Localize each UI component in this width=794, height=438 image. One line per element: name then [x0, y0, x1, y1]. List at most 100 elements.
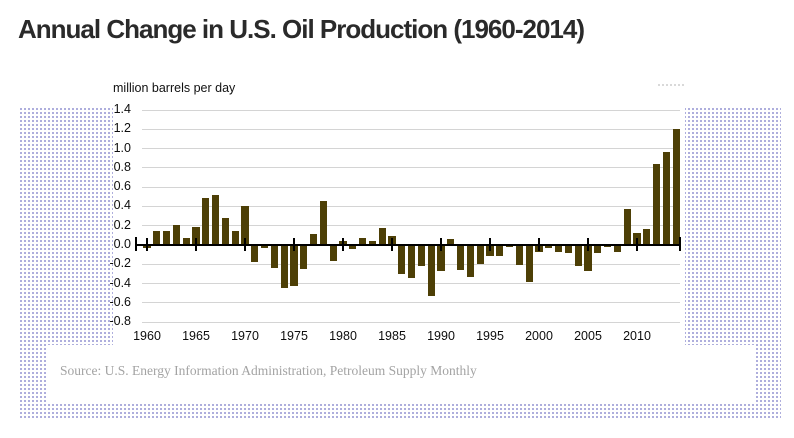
bar-1976 — [300, 246, 308, 270]
y-tick-label-1.4: 1.4 — [113, 102, 131, 116]
x-tick-label-2000: 2000 — [525, 329, 553, 343]
y-axis-title: million barrels per day — [113, 81, 236, 95]
bar-1977 — [309, 234, 318, 245]
x-tick-label-1980: 1980 — [329, 329, 357, 343]
x-tick-label-2005: 2005 — [574, 329, 602, 343]
y-tick-label-1.0: 1.0 — [113, 140, 131, 155]
source-text: Source: U.S. Energy Information Administ… — [60, 363, 477, 378]
bar-2007 — [603, 246, 612, 247]
x-tick-label-1970: 1970 — [231, 329, 259, 343]
bar-1984 — [378, 227, 386, 245]
bar-2013 — [662, 151, 671, 245]
bar-1981 — [349, 246, 357, 249]
x-tick-label-2010: 2010 — [623, 329, 651, 343]
x-tick-label-1965: 1965 — [182, 329, 210, 343]
bar-2001 — [545, 246, 553, 248]
bar-2008 — [613, 246, 622, 252]
bar-1998 — [515, 246, 524, 266]
x-tick-1965 — [195, 238, 197, 251]
bar-1970 — [241, 206, 249, 245]
x-tick-1980 — [342, 238, 344, 251]
x-tick-1985 — [391, 238, 393, 251]
bar-1961 — [153, 230, 161, 245]
bar-1991 — [447, 239, 455, 245]
bar-1997 — [505, 246, 514, 247]
bar-1986 — [398, 246, 406, 274]
x-tick-1990 — [440, 238, 442, 251]
bar-1968 — [221, 218, 230, 245]
bar-1973 — [270, 246, 279, 269]
x-axis-right-cap — [679, 237, 681, 251]
x-tick-label-1985: 1985 — [378, 329, 406, 343]
bar-1988 — [417, 246, 426, 267]
y-tick-label--0.8: -0.8 — [109, 314, 131, 329]
bar-1971 — [251, 246, 259, 263]
bar-1982 — [358, 238, 367, 245]
bar-2009 — [623, 209, 631, 245]
bar-1967 — [211, 194, 220, 245]
bar-1966 — [202, 197, 210, 245]
bar-1999 — [525, 246, 533, 282]
bar-1964 — [182, 238, 190, 245]
x-tick-1975 — [293, 238, 295, 251]
x-tick-1995 — [489, 238, 491, 251]
y-tick-label--0.6: -0.6 — [109, 294, 131, 309]
page-title: Annual Change in U.S. Oil Production (19… — [18, 14, 585, 44]
gridline--0.8 — [142, 321, 680, 323]
gridline-1.2 — [142, 128, 680, 130]
gridline-1.0 — [142, 148, 680, 150]
bar-1979 — [329, 246, 337, 262]
bar-1965 — [192, 226, 200, 245]
bar-1994 — [476, 246, 484, 265]
x-tick-2000 — [538, 238, 540, 251]
bar-2006 — [594, 246, 602, 253]
bar-2004 — [574, 246, 582, 267]
bar-2014 — [672, 129, 680, 245]
bar-2012 — [652, 164, 661, 245]
bar-1990 — [437, 246, 445, 272]
y-tick-label--0.4: -0.4 — [109, 275, 131, 290]
bar-2002 — [554, 246, 563, 252]
gridline--0.4 — [142, 283, 680, 285]
x-tick-label-1960: 1960 — [133, 329, 161, 343]
y-tick-label--0.2: -0.2 — [109, 256, 131, 271]
x-tick-2010 — [636, 238, 638, 251]
bar-1989 — [427, 246, 435, 297]
y-tick-label-0.0: 0.0 — [113, 237, 131, 251]
source-panel: Source: U.S. Energy Information Administ… — [46, 345, 755, 402]
y-tick-label-1.2: 1.2 — [113, 121, 131, 136]
bar-2011 — [643, 228, 651, 245]
x-axis-left-cap — [135, 237, 137, 251]
bar-1993 — [466, 246, 475, 277]
y-tick-label-0.8: 0.8 — [113, 159, 131, 174]
x-tick-1970 — [244, 238, 246, 251]
bar-1992 — [456, 246, 465, 271]
x-tick-label-1975: 1975 — [280, 329, 308, 343]
gridline-1.4 — [142, 109, 680, 111]
bar-1987 — [407, 246, 416, 278]
bar-2003 — [564, 246, 573, 253]
bar-1978 — [319, 200, 328, 245]
bar-1972 — [260, 246, 269, 248]
bar-1983 — [368, 241, 377, 245]
x-tick-label-1995: 1995 — [476, 329, 504, 343]
bar-1962 — [162, 230, 171, 245]
gridline-0.2 — [142, 225, 680, 227]
bar-1996 — [496, 246, 504, 256]
y-tick-label-0.2: 0.2 — [113, 217, 131, 232]
x-tick-2005 — [587, 238, 589, 251]
bar-1974 — [280, 246, 288, 288]
bar-1963 — [172, 224, 181, 245]
dashes-decoration-icon — [658, 84, 684, 86]
x-tick-label-1990: 1990 — [427, 329, 455, 343]
bar-1969 — [231, 230, 239, 245]
gridline-0.8 — [142, 167, 680, 169]
bar-1975 — [290, 246, 298, 286]
gridline-0.4 — [142, 205, 680, 207]
x-tick-1960 — [146, 238, 148, 251]
gridline--0.6 — [142, 302, 680, 304]
bar-2005 — [584, 246, 592, 272]
y-tick-label-0.6: 0.6 — [113, 179, 131, 194]
